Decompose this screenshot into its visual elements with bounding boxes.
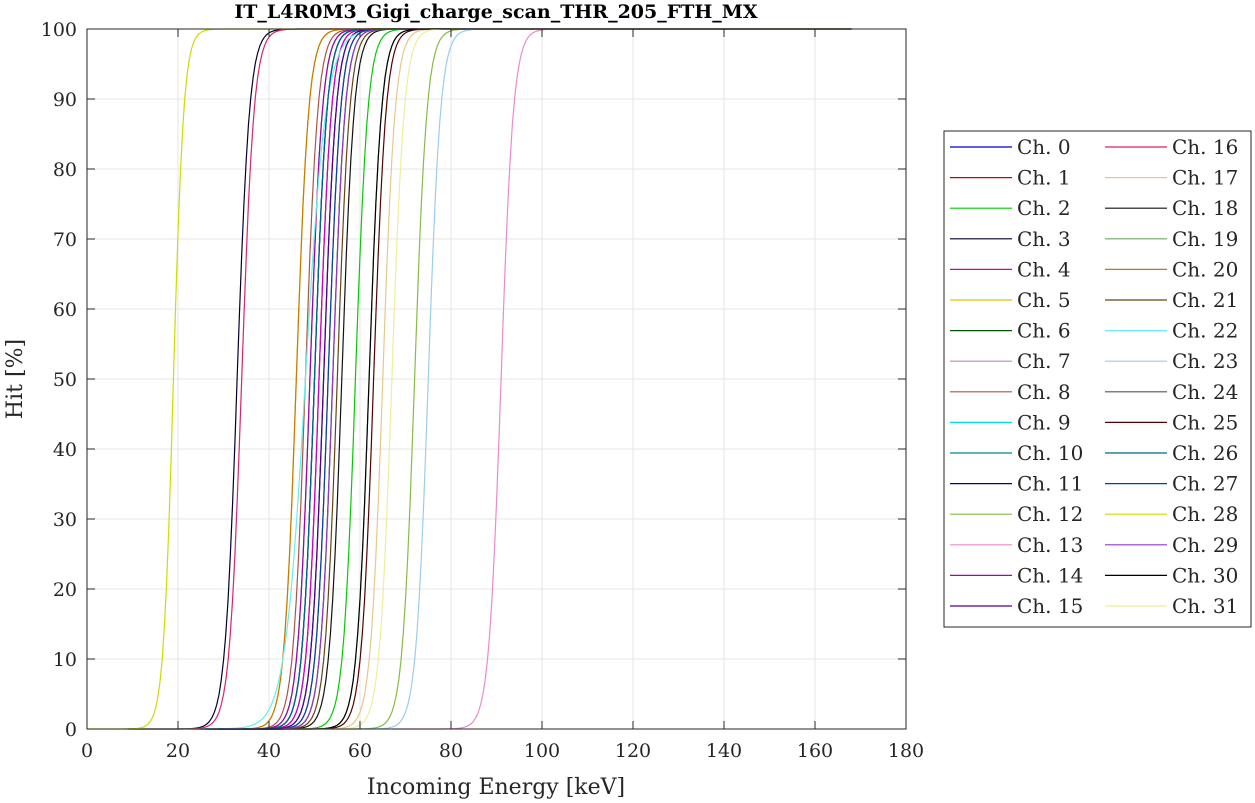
y-tick-label: 20 (53, 579, 77, 601)
legend: Ch. 0 Ch. 1 Ch. 2 Ch. 3 Ch. 4 Ch. 5 Ch. 6 Ch. 7… (943, 130, 1252, 628)
x-tick-label: 100 (524, 740, 560, 762)
x-tick-label: 80 (439, 740, 463, 762)
x-tick-label: 180 (888, 740, 924, 762)
legend-label-ch-24: Ch. 24 (1172, 380, 1238, 404)
x-tick-label: 0 (81, 740, 93, 762)
legend-label-ch-17: Ch. 17 (1172, 166, 1238, 190)
x-tick-label: 60 (348, 740, 372, 762)
y-tick-label: 60 (53, 299, 77, 321)
legend-label-ch-28: Ch. 28 (1172, 502, 1238, 526)
y-tick-label: 0 (65, 719, 77, 741)
y-tick-label: 80 (53, 159, 77, 181)
y-tick-label: 30 (53, 509, 77, 531)
x-tick-label: 120 (615, 740, 651, 762)
y-tick-label: 90 (53, 89, 77, 111)
legend-label-ch-26: Ch. 26 (1172, 441, 1238, 465)
x-axis-label: Incoming Energy [keV] (367, 775, 625, 800)
legend-label-ch-13: Ch. 13 (1017, 533, 1083, 557)
legend-label-ch-0: Ch. 0 (1017, 135, 1071, 159)
y-tick-label: 50 (53, 369, 77, 391)
legend-label-ch-27: Ch. 27 (1172, 472, 1238, 496)
legend-label-ch-9: Ch. 9 (1017, 410, 1071, 434)
legend-label-ch-2: Ch. 2 (1017, 196, 1071, 220)
y-axis-label: Hit [%] (3, 339, 28, 419)
legend-label-ch-16: Ch. 16 (1172, 135, 1238, 159)
legend-label-ch-30: Ch. 30 (1172, 563, 1238, 587)
legend-label-ch-31: Ch. 31 (1172, 594, 1238, 618)
legend-label-ch-1: Ch. 1 (1017, 166, 1071, 190)
y-tick-label: 70 (53, 229, 77, 251)
ticks: 0 20 40 60 80 100 120 140 160 180 0 10 20 30 40 50 60 70 8… (41, 19, 924, 762)
legend-label-ch-19: Ch. 19 (1172, 227, 1238, 251)
legend-label-ch-29: Ch. 29 (1172, 533, 1238, 557)
y-tick-label: 10 (53, 649, 77, 671)
x-tick-label: 140 (706, 740, 742, 762)
x-tick-label: 20 (166, 740, 190, 762)
legend-label-ch-7: Ch. 7 (1017, 349, 1071, 373)
legend-label-ch-5: Ch. 5 (1017, 288, 1071, 312)
legend-label-ch-22: Ch. 22 (1172, 319, 1238, 343)
y-tick-label: 100 (41, 19, 77, 41)
legend-label-ch-6: Ch. 6 (1017, 319, 1071, 343)
legend-label-ch-23: Ch. 23 (1172, 349, 1238, 373)
legend-label-ch-14: Ch. 14 (1017, 563, 1083, 587)
legend-label-ch-20: Ch. 20 (1172, 257, 1238, 281)
legend-label-ch-15: Ch. 15 (1017, 594, 1083, 618)
legend-label-ch-8: Ch. 8 (1017, 380, 1071, 404)
y-tick-label: 40 (53, 439, 77, 461)
x-tick-label: 40 (257, 740, 281, 762)
legend-label-ch-25: Ch. 25 (1172, 410, 1238, 434)
legend-label-ch-21: Ch. 21 (1172, 288, 1238, 312)
legend-label-ch-11: Ch. 11 (1017, 472, 1083, 496)
legend-box (943, 130, 1252, 628)
legend-label-ch-12: Ch. 12 (1017, 502, 1083, 526)
legend-label-ch-3: Ch. 3 (1017, 227, 1071, 251)
x-tick-label: 160 (797, 740, 833, 762)
legend-label-ch-10: Ch. 10 (1017, 441, 1083, 465)
legend-label-ch-4: Ch. 4 (1017, 257, 1071, 281)
chart-title: IT_L4R0M3_Gigi_charge_scan_THR_205_FTH_M… (234, 1, 757, 23)
legend-label-ch-18: Ch. 18 (1172, 196, 1238, 220)
